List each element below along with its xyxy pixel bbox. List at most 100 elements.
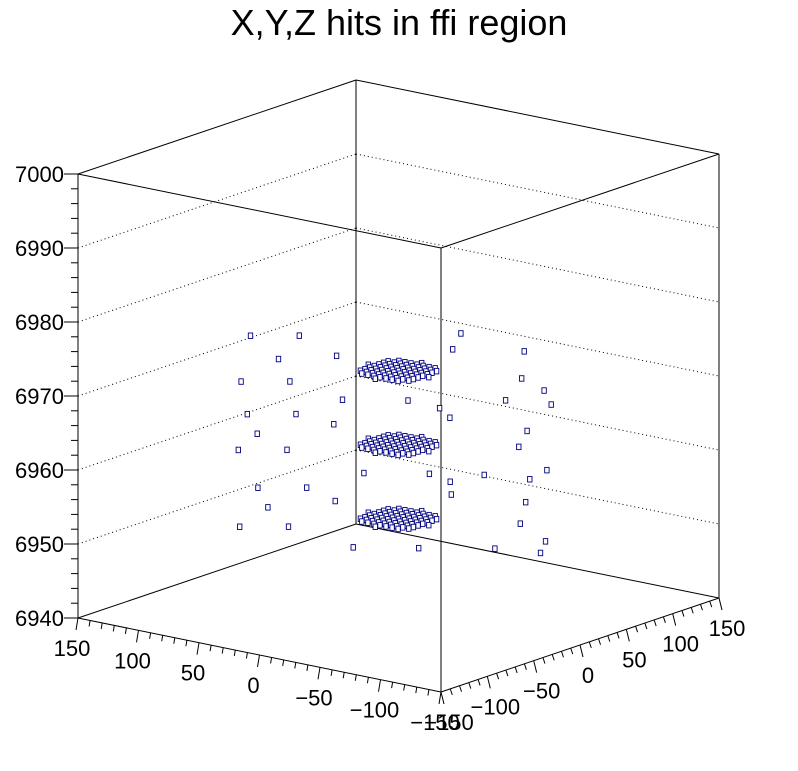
- hit-marker-2-280: [395, 377, 401, 385]
- x-tick-label: 50: [181, 661, 205, 686]
- hit-marker-1-188: [361, 469, 367, 477]
- frame-top-right: [440, 153, 720, 249]
- y-tick-label: 0: [582, 663, 594, 688]
- x-tick-4: [317, 667, 321, 680]
- hit-marker-1-185: [406, 451, 412, 458]
- x-minor-tick-4-4: [366, 677, 369, 684]
- hit-marker-0-72: [420, 520, 426, 528]
- hit-marker-1-187: [544, 466, 550, 474]
- y-tick-label: −100: [471, 694, 521, 719]
- grid-line-right-2: [355, 375, 720, 451]
- y-tick-1: [486, 676, 491, 689]
- y-tick-label: 150: [709, 616, 746, 641]
- y-minor-tick-5-2: [690, 607, 694, 614]
- x-tick-3: [257, 654, 260, 668]
- y-minor-tick-5-1: [681, 610, 685, 617]
- y-minor-tick-1-3: [514, 666, 518, 674]
- frame-bottom-back: [355, 523, 720, 599]
- x-tick-label: 0: [247, 673, 259, 698]
- hit-marker-2-193: [296, 332, 302, 339]
- hit-marker-2-197: [333, 352, 340, 360]
- x-minor-tick-5-4: [427, 689, 430, 696]
- axes: 6940 6950 6960 6970 6980 6990 7000 150 100 50 0 −50…: [15, 162, 745, 735]
- hit-marker-0-5: [523, 498, 529, 506]
- hit-marker-2-285: [502, 397, 509, 404]
- hit-marker-0-0: [447, 478, 453, 485]
- hit-marker-1-102: [254, 430, 260, 437]
- x-minor-tick-1-2: [161, 635, 164, 642]
- y-tick-label: 50: [622, 647, 646, 672]
- hit-marker-1-170: [235, 446, 241, 454]
- hit-marker-0-3: [448, 491, 454, 498]
- grid-line-left-4: [77, 227, 357, 323]
- x-minor-tick-3-3: [294, 662, 297, 669]
- x-minor-tick-2-2: [221, 647, 224, 654]
- hit-marker-2-240: [433, 367, 440, 375]
- frame-top-back: [355, 79, 720, 155]
- y-minor-tick-4-4: [662, 616, 666, 623]
- y-minor-tick-2-2: [551, 654, 555, 661]
- grid-line-left-5: [77, 153, 357, 249]
- y-tick-label: 100: [662, 632, 699, 657]
- z-tick-label: 7000: [15, 162, 64, 187]
- x-minor-tick-2-3: [233, 649, 236, 657]
- y-minor-tick-1-1: [496, 673, 500, 680]
- y-minor-tick-2-3: [560, 651, 564, 658]
- hit-marker-1-190: [481, 471, 487, 479]
- x-minor-tick-0-4: [124, 627, 127, 634]
- grid-line-right-4: [355, 227, 720, 303]
- hit-marker-1-180: [383, 449, 389, 456]
- x-minor-tick-2-1: [209, 645, 212, 652]
- hit-marker-1-177: [415, 448, 421, 455]
- hit-marker-0-93: [416, 544, 422, 552]
- y-tick-4: [625, 629, 630, 642]
- x-minor-tick-4-2: [342, 672, 345, 679]
- hit-marker-2-268: [426, 373, 432, 381]
- hit-marker-2-259: [365, 371, 371, 378]
- y-minor-tick-0-3: [468, 682, 472, 689]
- x-minor-tick-0-1: [88, 620, 91, 627]
- x-minor-tick-4-1: [330, 669, 333, 676]
- x-minor-tick-3-4: [306, 664, 309, 671]
- hit-marker-1-99: [447, 414, 453, 421]
- hit-marker-0-87: [400, 524, 406, 531]
- hit-marker-0-61: [359, 518, 365, 525]
- hit-marker-0-89: [406, 525, 412, 532]
- hit-marker-1-168: [284, 446, 290, 454]
- hit-marker-1-97: [293, 410, 299, 418]
- hit-marker-0-82: [383, 523, 389, 530]
- hit-marker-2-198: [275, 355, 282, 363]
- x-minor-tick-0-3: [112, 625, 115, 632]
- hit-marker-2-269: [377, 374, 383, 381]
- x-minor-tick-3-1: [270, 657, 273, 664]
- y-minor-tick-4-2: [644, 622, 648, 630]
- hit-marker-2-192: [458, 330, 464, 337]
- hit-marker-1-101: [524, 427, 530, 435]
- hit-marker-0-79: [415, 522, 421, 529]
- x-tick-0: [75, 617, 79, 631]
- z-tick-label: 6950: [15, 532, 64, 557]
- x-tick-label: 100: [114, 648, 151, 673]
- grid-line-left-1: [77, 449, 357, 545]
- z-tick-label: 6980: [15, 310, 64, 335]
- y-minor-tick-1-4: [523, 663, 527, 670]
- y-tick-6: [718, 597, 723, 611]
- hit-marker-2-286: [405, 397, 411, 404]
- x-minor-tick-0-2: [100, 622, 103, 630]
- hit-marker-1-175: [426, 447, 432, 455]
- y-minor-tick-3-2: [598, 638, 602, 645]
- hit-marker-0-4: [332, 497, 338, 505]
- hit-marker-0-67: [365, 519, 371, 526]
- hit-marker-1-191: [527, 476, 533, 483]
- hit-marker-2-273: [383, 375, 389, 382]
- hit-marker-2-277: [400, 376, 406, 383]
- y-minor-tick-0-2: [459, 685, 463, 692]
- hit-marker-2-281: [287, 378, 293, 385]
- hit-marker-2-284: [339, 396, 346, 403]
- hit-marker-0-78: [377, 522, 383, 529]
- x-tick-label: 150: [54, 636, 91, 661]
- x-minor-tick-5-1: [391, 682, 394, 689]
- y-minor-tick-3-4: [616, 632, 620, 639]
- hit-marker-2-282: [238, 378, 244, 385]
